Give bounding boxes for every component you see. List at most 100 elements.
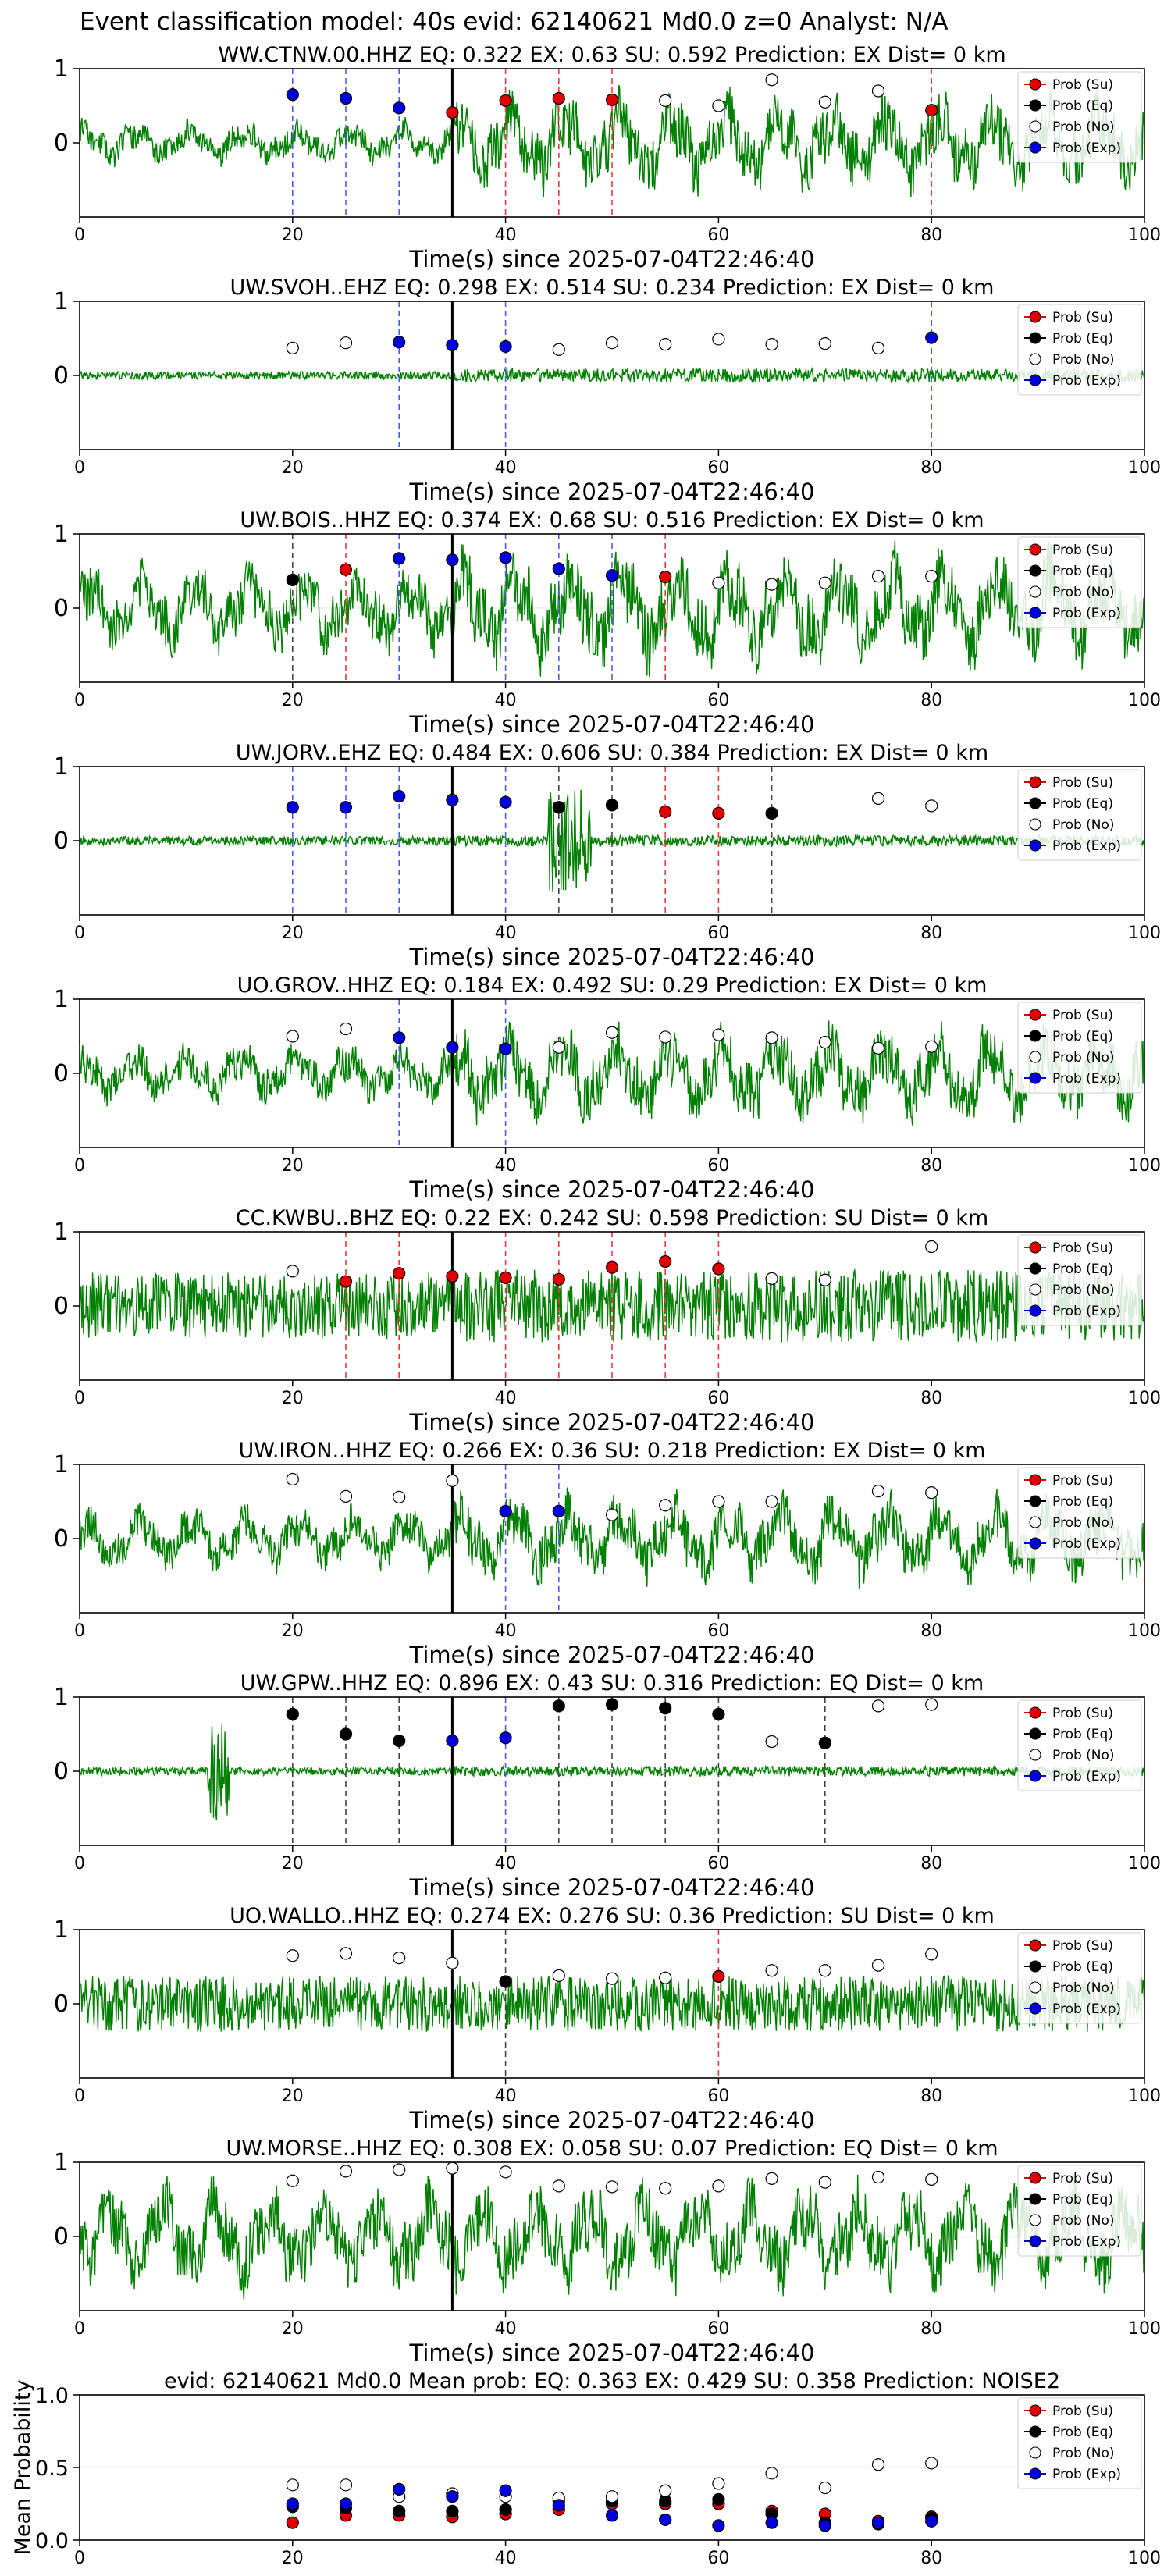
prob-point-exp [446,1734,459,1748]
prob-point-no [925,1240,938,1254]
legend-marker-no [1029,1981,1041,1994]
prob-point-eq [499,2503,512,2517]
x-tick-label: 20 [282,923,304,943]
panel-title: UO.GROV..HHZ EQ: 0.184 EX: 0.492 SU: 0.2… [237,973,988,998]
prob-point-no [818,2481,831,2495]
prob-point-su [393,1267,406,1280]
x-tick-label: 40 [495,1621,517,1641]
prob-point-no [925,799,938,813]
panel-title: evid: 62140621 Md0.0 Mean prob: EQ: 0.36… [164,2369,1060,2393]
x-tick-label: 80 [920,2549,942,2568]
legend-label: Prob (Eq) [1052,564,1113,579]
panel-title: UW.SVOH..EHZ EQ: 0.298 EX: 0.514 SU: 0.2… [230,276,994,300]
x-tick-label: 100 [1128,923,1161,943]
legend-marker-eq [1029,1727,1041,1740]
prob-point-exp [499,551,512,564]
panel-2: UW.SVOH..EHZ EQ: 0.298 EX: 0.514 SU: 0.2… [54,276,1161,505]
prob-point-no [712,2477,725,2490]
panel-4: UW.JORV..EHZ EQ: 0.484 EX: 0.606 SU: 0.3… [54,741,1161,970]
prob-point-no [286,1472,299,1486]
legend-marker-su [1029,776,1041,788]
x-tick-label: 40 [495,1156,517,1176]
prob-point-no [659,1971,672,1984]
legend-label: Prob (Exp) [1052,1071,1121,1087]
x-tick-label: 40 [495,2549,517,2568]
legend: Prob (Su) Prob (Eq) Prob (No) Prob (Exp) [1017,769,1142,861]
prob-point-no [659,338,672,351]
prob-point-no [712,99,725,112]
waveform-trace [79,1974,1145,2033]
y-tick-label: 0 [54,1525,69,1553]
prob-point-no [871,2458,885,2471]
legend-label: Prob (Exp) [1052,2234,1121,2250]
legend-box [1017,2165,1142,2257]
panel-title: UW.JORV..EHZ EQ: 0.484 EX: 0.606 SU: 0.3… [236,741,988,765]
prob-point-eq [393,1734,406,1748]
panel-10: UW.MORSE..HHZ EQ: 0.308 EX: 0.058 SU: 0.… [54,2137,1161,2366]
legend-label: Prob (No) [1052,2213,1115,2229]
legend-label: Prob (No) [1052,1515,1115,1531]
legend-box [1017,2397,1142,2489]
legend-marker-su [1029,543,1041,556]
prob-point-exp [286,801,299,814]
prob-point-su [446,1269,459,1283]
prob-point-no [818,1273,831,1286]
x-tick-label: 60 [707,2087,729,2106]
prob-point-no [659,1499,672,1512]
y-tick-label: 0 [54,595,69,622]
x-tick-label: 60 [707,1156,729,1176]
legend-marker-eq [1029,1495,1041,1507]
legend-label: Prob (Exp) [1052,838,1121,854]
x-tick-label: 60 [707,1389,729,1408]
legend-box [1017,1467,1142,1559]
prob-point-no [552,343,565,356]
prob-point-exp [446,1041,459,1054]
panel-title: UW.BOIS..HHZ EQ: 0.374 EX: 0.68 SU: 0.51… [240,508,984,532]
panel-title: UW.GPW..HHZ EQ: 0.896 EX: 0.43 SU: 0.316… [240,1671,984,1695]
panel-1: WW.CTNW.00.HHZ EQ: 0.322 EX: 0.63 SU: 0.… [54,43,1161,272]
prob-point-no [765,2467,778,2480]
legend-marker-exp [1029,839,1041,852]
prob-point-exp [871,2516,885,2529]
prob-point-exp [446,338,459,352]
x-tick-label: 0 [74,1156,85,1176]
legend-marker-su [1029,1939,1041,1952]
legend: Prob (Su) Prob (Eq) Prob (No) Prob (Exp) [1017,2397,1142,2489]
y-tick-label: 1 [54,1916,69,1944]
prob-point-exp [393,552,406,565]
x-tick-label: 60 [707,2549,729,2568]
y-tick-label: 0 [54,130,69,157]
prob-point-eq [659,1702,672,1715]
legend-label: Prob (Su) [1052,1938,1113,1954]
prob-point-su [925,104,938,117]
prob-point-exp [499,1731,512,1745]
prob-point-su [552,91,565,105]
legend-label: Prob (Eq) [1052,1494,1113,1510]
legend-marker-no [1029,2214,1041,2226]
prob-point-exp [605,569,619,582]
prob-point-eq [605,1698,619,1711]
y-tick-label: 1 [54,986,69,1013]
panel-6: CC.KWBU..BHZ EQ: 0.22 EX: 0.242 SU: 0.59… [54,1206,1161,1436]
x-axis-label: Time(s) since 2025-07-04T22:46:40 [409,1176,815,1203]
x-axis-label: Time(s) since 2025-07-04T22:46:40 [409,479,815,505]
legend: Prob (Su) Prob (Eq) Prob (No) Prob (Exp) [1017,2165,1142,2257]
panel-title: UO.WALLO..HHZ EQ: 0.274 EX: 0.276 SU: 0.… [230,1904,995,1928]
x-tick-label: 0 [74,2549,85,2568]
prob-point-exp [499,1042,512,1055]
prob-point-no [552,1041,565,1054]
y-tick-label: 0 [54,2223,69,2250]
prob-point-no [871,1041,885,1055]
x-tick-label: 20 [282,1389,304,1408]
x-tick-label: 100 [1128,1389,1161,1408]
legend-marker-eq [1029,797,1041,809]
prob-point-no [286,2478,299,2492]
prob-point-eq [446,2504,459,2517]
prob-point-exp [393,789,406,803]
x-tick-label: 100 [1128,691,1161,710]
prob-point-no [339,336,353,350]
prob-point-su [339,1275,353,1288]
y-tick-label: 1 [54,753,69,781]
legend-label: Prob (Exp) [1052,1536,1121,1552]
legend-marker-exp [1029,2235,1041,2247]
